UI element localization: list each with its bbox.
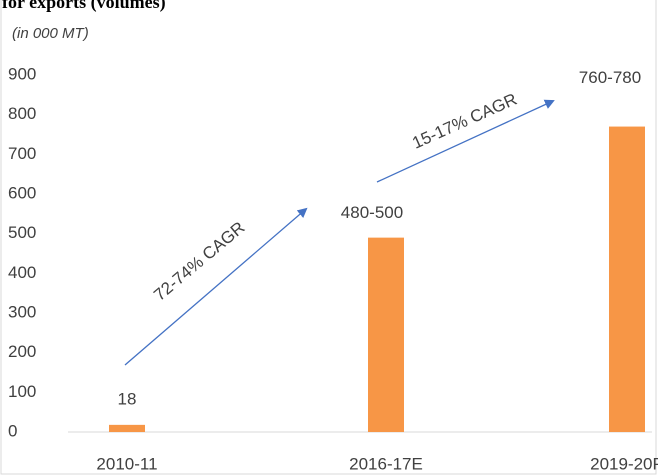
x-tick-label: 2010-11 — [96, 454, 157, 473]
y-tick-label: 100 — [8, 382, 36, 401]
chart-title: for exports (volumes) — [2, 0, 166, 13]
annotation: 15-17% CAGR — [409, 90, 519, 153]
y-axis-label: (in 000 MT) — [12, 25, 89, 42]
data-label: 760-780 — [579, 68, 641, 87]
x-tick-label: 2016-17E — [349, 454, 423, 473]
y-tick-label: 800 — [8, 104, 36, 123]
bar — [609, 126, 645, 433]
y-tick-label: 300 — [8, 302, 36, 321]
y-tick-label: 0 — [8, 421, 17, 440]
bar — [368, 237, 404, 432]
annotation: 72-74% CAGR — [150, 218, 248, 305]
arrow — [376, 99, 555, 183]
x-tick-label: 2019-20P — [590, 454, 658, 473]
data-label: 18 — [118, 389, 137, 408]
y-tick-label: 500 — [8, 223, 36, 242]
y-tick-label: 600 — [8, 183, 36, 202]
y-tick-label: 700 — [8, 144, 36, 163]
arrow — [124, 207, 308, 366]
y-tick-label: 400 — [8, 263, 36, 282]
data-label: 480-500 — [341, 203, 403, 222]
y-tick-label: 200 — [8, 342, 36, 361]
bar — [109, 424, 145, 432]
y-tick-label: 900 — [8, 64, 36, 83]
